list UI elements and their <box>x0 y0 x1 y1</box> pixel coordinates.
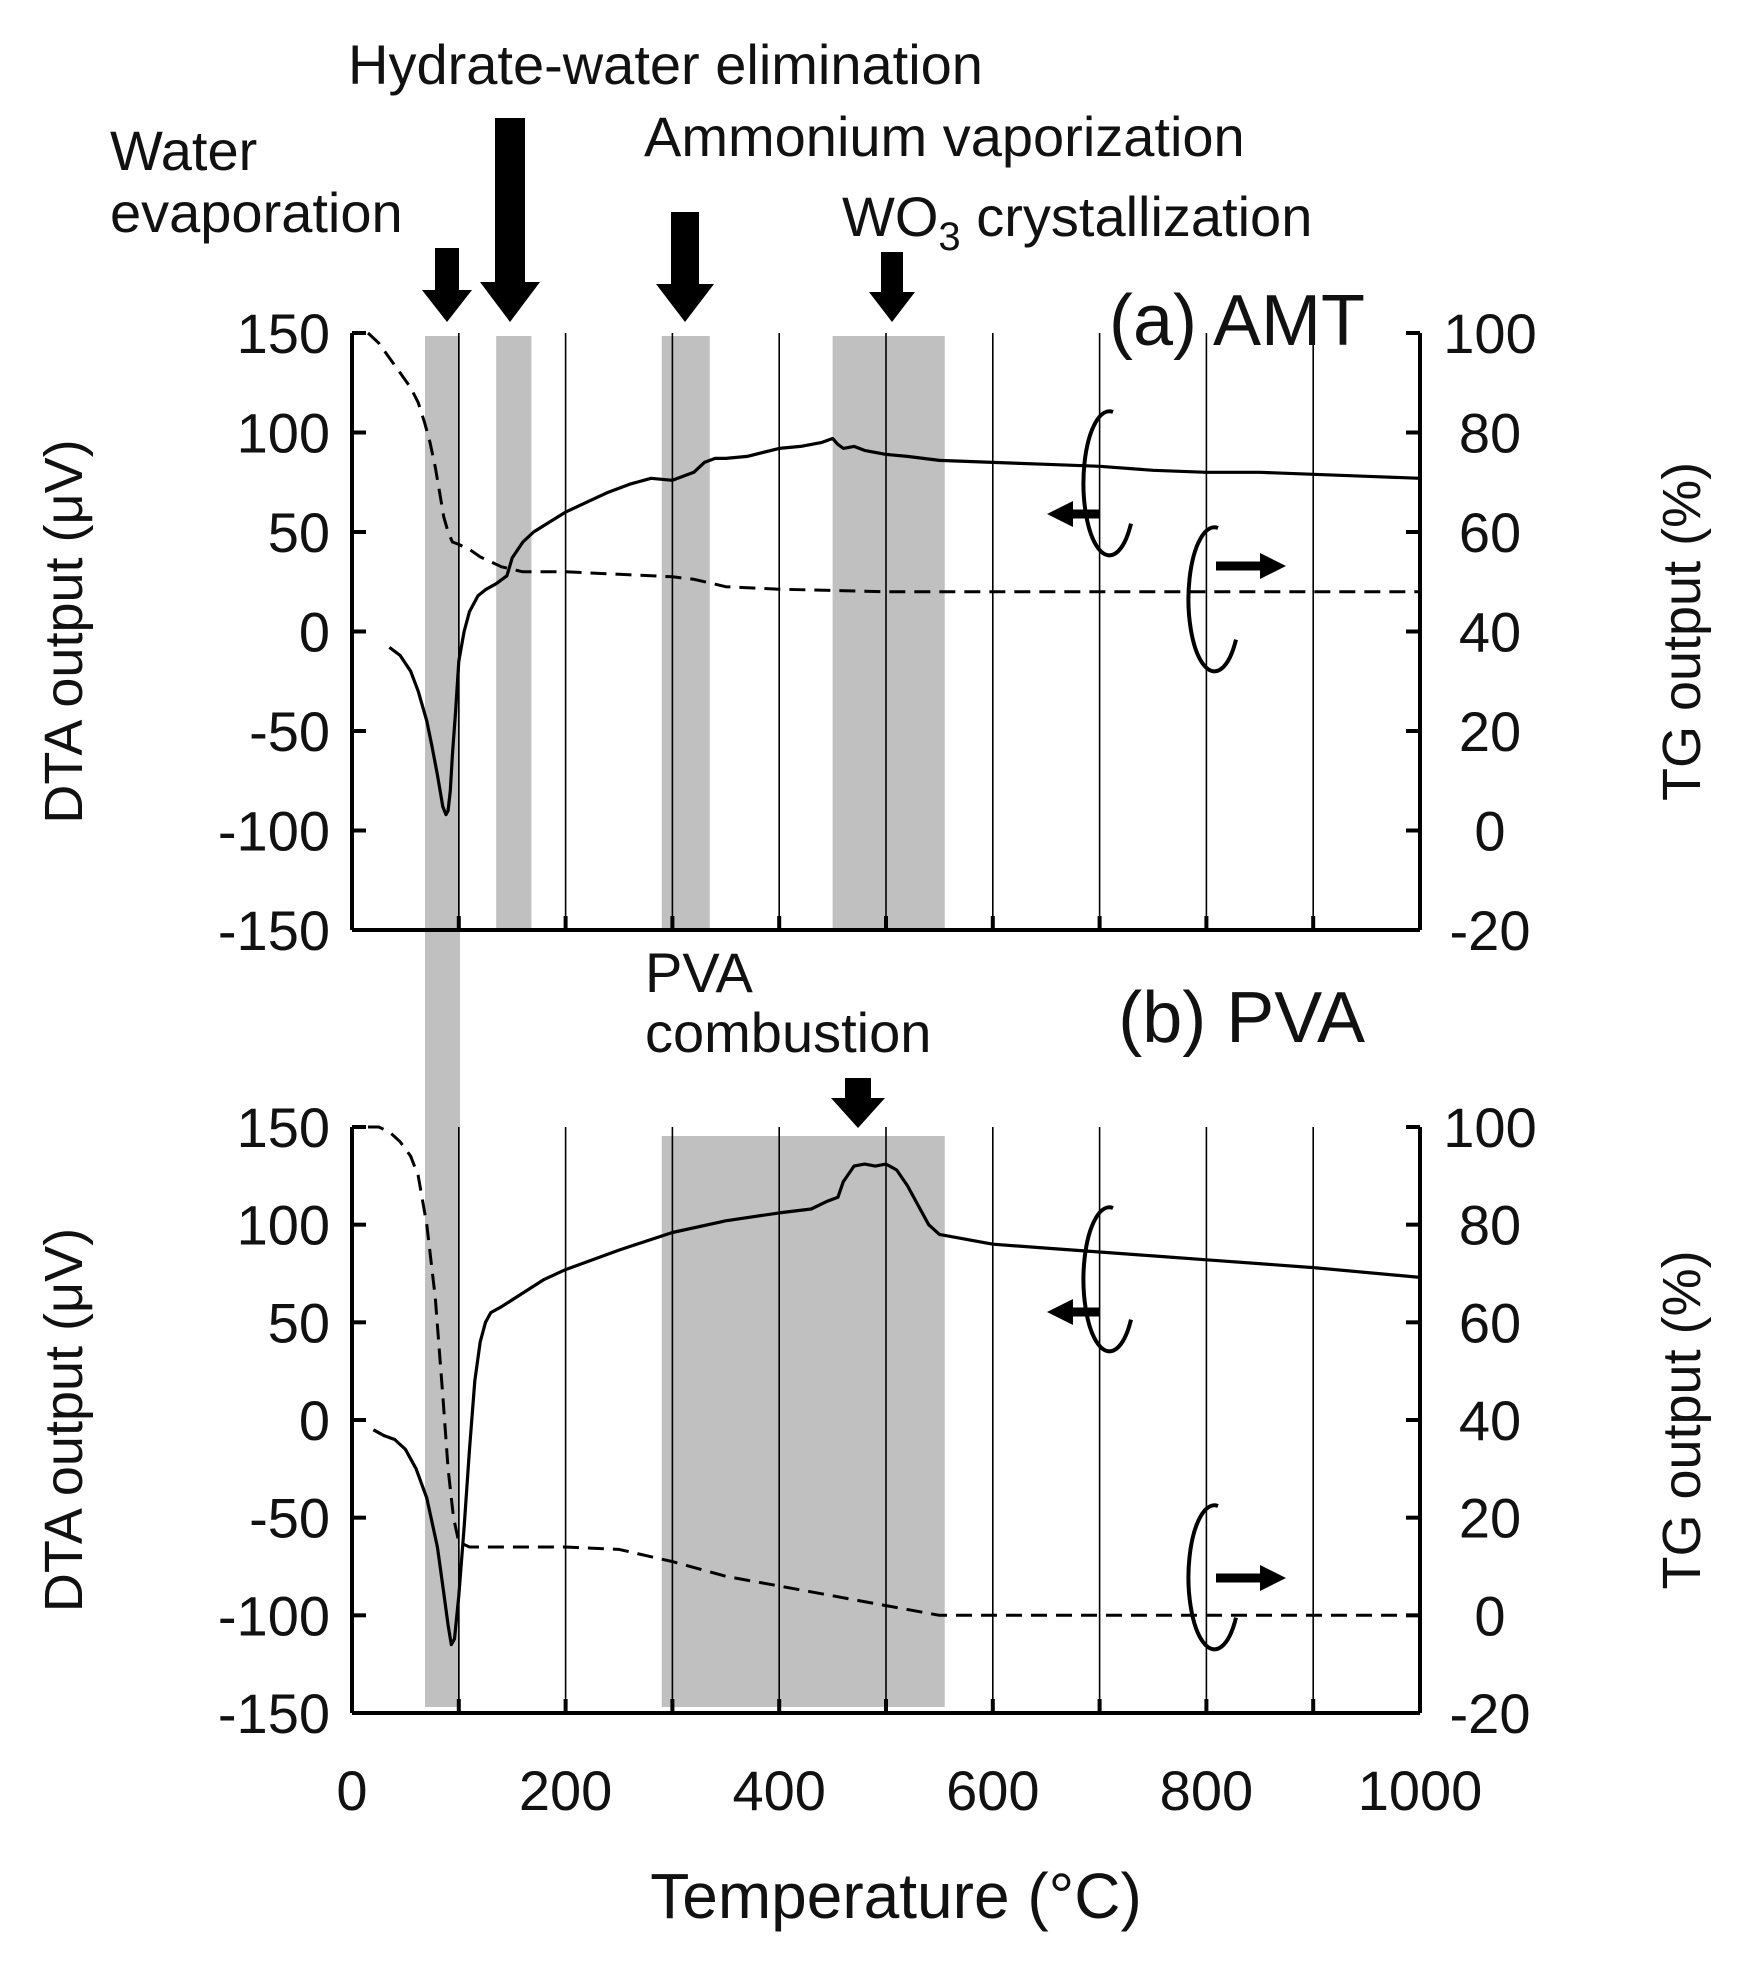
panel-b-tg-axis-title: TG output (%) <box>1652 1250 1712 1589</box>
event-arrow <box>480 118 540 322</box>
right-tick-label: 20 <box>1459 1487 1521 1550</box>
x-axis-title: Temperature (°C) <box>650 1860 1142 1932</box>
left-tick-label: 50 <box>268 501 330 564</box>
right-tick-label: 60 <box>1459 501 1521 564</box>
pva-combustion-label: PVA <box>645 941 754 1004</box>
tg-series-line <box>366 331 1420 594</box>
left-tick-label: -100 <box>218 800 330 863</box>
right-tick-label: 60 <box>1459 1291 1521 1354</box>
x-tick-label: 600 <box>946 1759 1039 1822</box>
dta-axis-indicator-head <box>1047 501 1073 527</box>
axes-layer <box>350 331 1422 1715</box>
tg-axis-indicator-head <box>1260 1565 1286 1591</box>
left-tick-label: 150 <box>237 302 330 365</box>
dta-series-line <box>388 436 1421 817</box>
left-tick-label: -50 <box>249 700 330 763</box>
left-tick-label: 150 <box>237 1096 330 1159</box>
x-tick-label: 200 <box>519 1759 612 1822</box>
event-arrow <box>656 212 714 322</box>
right-tick-label: 80 <box>1459 402 1521 465</box>
wo3-subscript: 3 <box>938 215 960 259</box>
ammonium-vaporization-label: Ammonium vaporization <box>644 105 1245 168</box>
pva-combustion-label: combustion <box>645 1001 931 1064</box>
wo3-text: WO <box>842 185 938 248</box>
right-tick-label: 20 <box>1459 700 1521 763</box>
x-tick-label: 1000 <box>1358 1759 1483 1822</box>
tg-axis-indicator <box>1186 1503 1286 1652</box>
panel-a-tg-axis-title: TG output (%) <box>1652 462 1712 801</box>
series-layer <box>366 331 1421 1647</box>
right-tick-label: -20 <box>1450 899 1531 962</box>
right-tick-label: 0 <box>1474 800 1505 863</box>
hydrate-water-elimination-label: Hydrate-water elimination <box>348 33 983 96</box>
water-evaporation-label: Water <box>110 119 257 182</box>
panel-b-dta-axis-title: DTA output (μV) <box>34 1228 94 1612</box>
right-tick-label: 100 <box>1443 1096 1536 1159</box>
left-tick-label: -100 <box>218 1584 330 1647</box>
panel-a-dta-axis-title: DTA output (μV) <box>34 439 94 823</box>
event-arrow <box>869 252 915 322</box>
left-tick-label: -50 <box>249 1487 330 1550</box>
event-arrow <box>831 1078 885 1128</box>
right-tick-label: -20 <box>1450 1682 1531 1745</box>
left-tick-label: 0 <box>299 601 330 664</box>
dta-axis-indicator-loop <box>1081 1205 1133 1354</box>
right-tick-label: 0 <box>1474 1584 1505 1647</box>
x-tick-label: 800 <box>1160 1759 1253 1822</box>
dta-axis-indicator <box>1047 1205 1133 1354</box>
event-arrow <box>422 248 472 322</box>
shaded-range <box>425 336 460 1707</box>
shaded-range <box>661 336 710 930</box>
tg-axis-indicator-head <box>1260 553 1286 579</box>
grid-layer <box>457 333 1314 1713</box>
left-tick-label: 100 <box>237 402 330 465</box>
left-tick-label: -150 <box>218 1682 330 1745</box>
panel-b-label: (b) PVA <box>1118 978 1365 1058</box>
shaded-range <box>496 336 532 930</box>
tg-axis-indicator-loop <box>1186 525 1238 674</box>
panel-a-label: (a) AMT <box>1109 281 1365 361</box>
x-tick-label: 0 <box>336 1759 367 1822</box>
shaded-range <box>661 1136 945 1707</box>
water-evaporation-label: evaporation <box>110 181 403 244</box>
right-tick-label: 100 <box>1443 302 1536 365</box>
background-layer <box>425 336 945 1707</box>
tg-axis-indicator <box>1186 525 1286 674</box>
dta-axis-indicator-loop <box>1081 409 1133 558</box>
wo3-rest-text: crystallization <box>961 185 1313 248</box>
shaded-range <box>832 336 945 930</box>
dta-axis-indicator-head <box>1047 1299 1073 1325</box>
wo3-crystallization-label: WO3 crystallization <box>842 185 1312 259</box>
left-tick-label: 0 <box>299 1389 330 1452</box>
left-tick-label: -150 <box>218 899 330 962</box>
right-tick-label: 40 <box>1459 1389 1521 1452</box>
x-tick-label: 400 <box>732 1759 825 1822</box>
tg-axis-indicator-loop <box>1186 1503 1238 1652</box>
right-tick-label: 40 <box>1459 601 1521 664</box>
right-tick-label: 80 <box>1459 1194 1521 1257</box>
left-tick-label: 100 <box>237 1194 330 1257</box>
dta-axis-indicator <box>1047 409 1133 558</box>
dta-series-line <box>372 1162 1421 1647</box>
tg-series-line <box>368 1125 1420 1617</box>
left-tick-label: 50 <box>268 1291 330 1354</box>
